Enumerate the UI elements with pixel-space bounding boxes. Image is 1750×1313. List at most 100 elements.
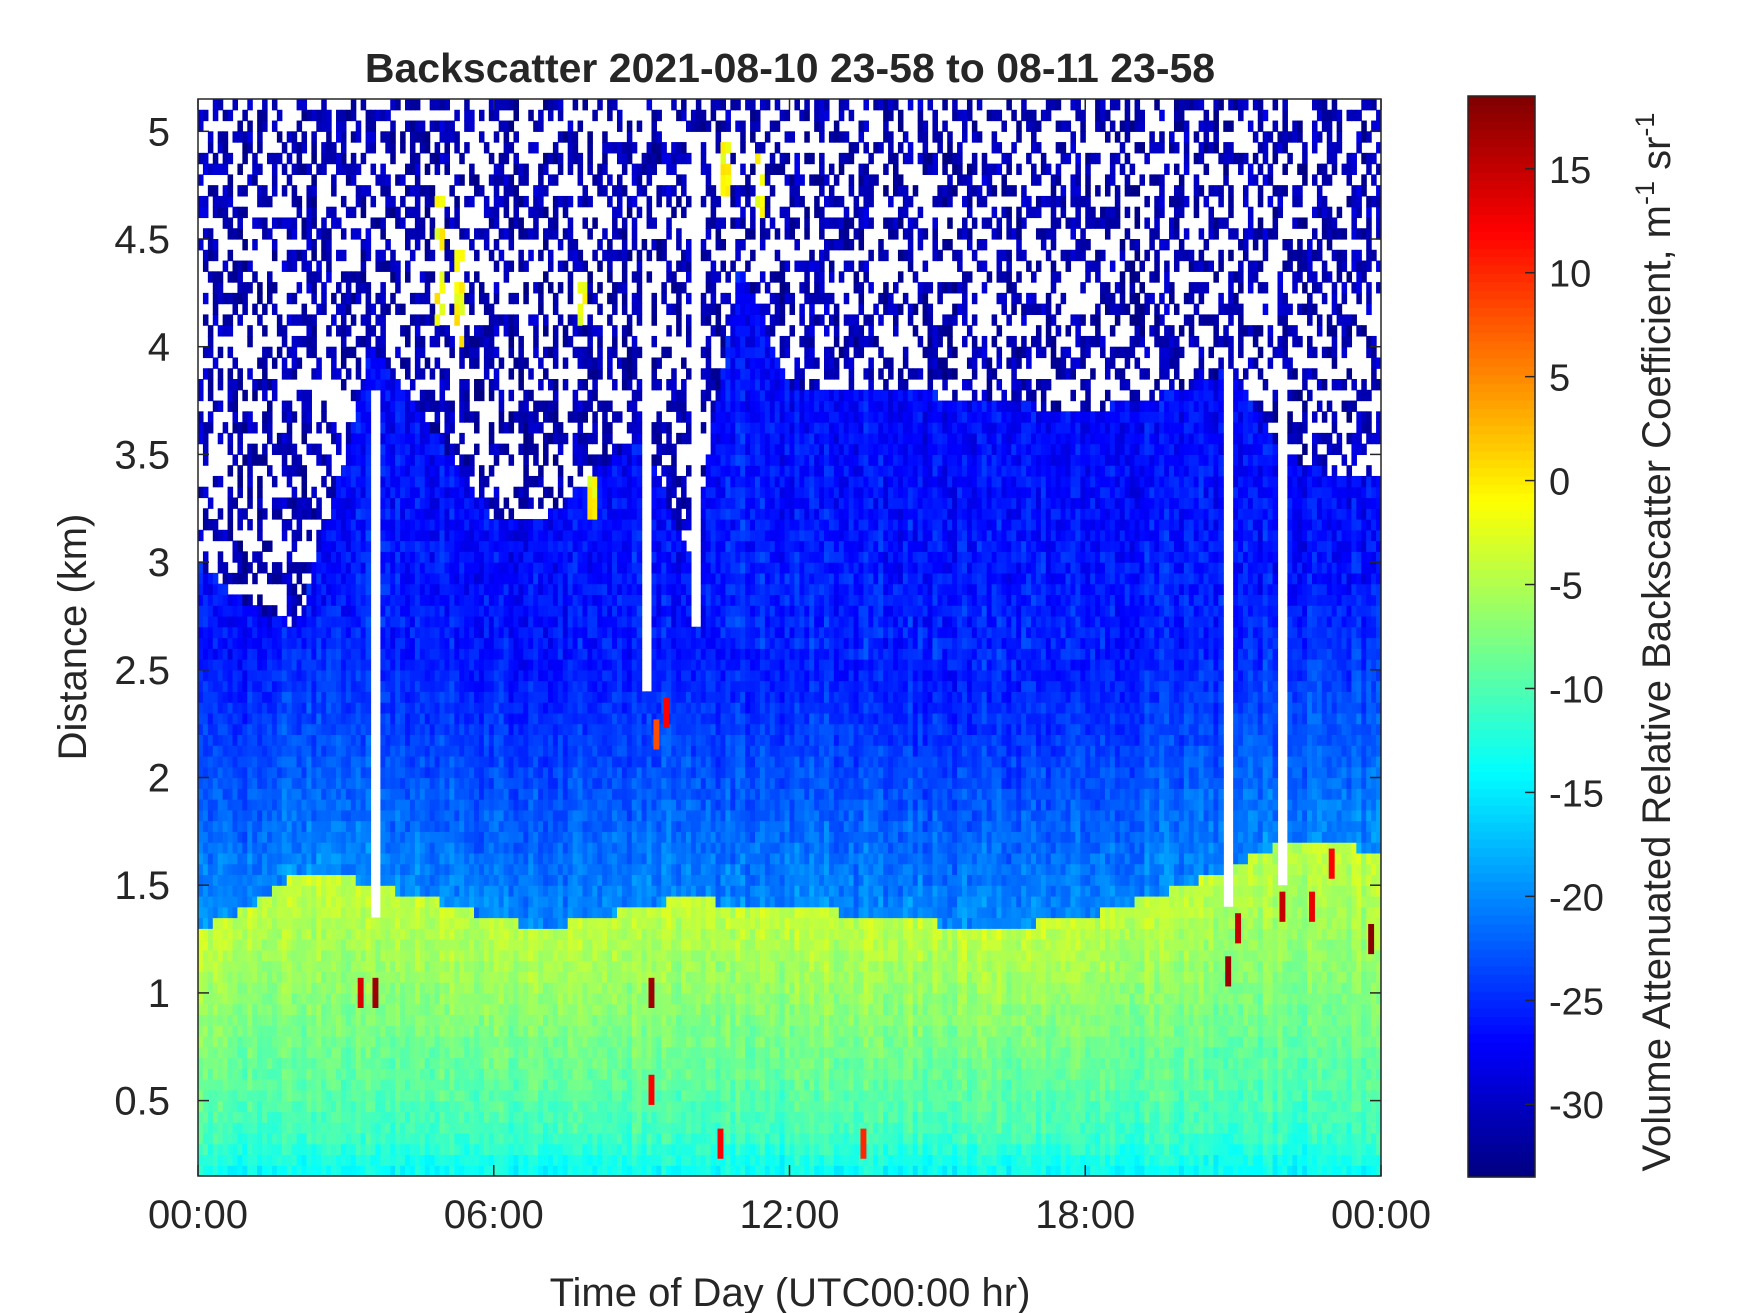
heatmap-cell <box>424 928 431 940</box>
heatmap-cell <box>306 1057 312 1069</box>
heatmap-cell <box>350 1079 357 1091</box>
heatmap-cell <box>444 788 450 800</box>
heatmap-cell <box>488 605 495 617</box>
heatmap-cell <box>321 906 327 919</box>
heatmap-cell <box>434 1046 441 1059</box>
heatmap-cell <box>257 454 263 466</box>
heatmap-cell <box>316 454 322 466</box>
heatmap-cell <box>360 1035 367 1048</box>
heatmap-cell <box>296 357 303 369</box>
heatmap-cell <box>237 982 243 994</box>
heatmap-cell <box>385 1122 391 1134</box>
heatmap-cell <box>316 917 322 929</box>
heatmap-cell <box>207 1035 214 1048</box>
heatmap-cell <box>493 1046 500 1059</box>
heatmap-cell <box>316 960 322 972</box>
heatmap-cell <box>508 992 515 1005</box>
heatmap-cell <box>311 1154 317 1166</box>
heatmap-cell <box>375 174 381 186</box>
heatmap-cell <box>459 152 465 165</box>
heatmap-cell <box>232 303 239 315</box>
heatmap-cell <box>454 648 460 660</box>
heatmap-cell <box>498 1057 505 1069</box>
heatmap-cell <box>464 325 470 337</box>
heatmap-cell <box>454 1035 460 1048</box>
heatmap-cell <box>390 1025 396 1037</box>
heatmap-cell <box>513 1143 519 1156</box>
heatmap-cell <box>419 228 426 240</box>
heatmap-cell <box>409 131 416 143</box>
heatmap-cell <box>296 1122 303 1134</box>
heatmap-cell <box>405 874 411 886</box>
heatmap-cell <box>326 809 332 822</box>
heatmap-cell <box>276 917 283 929</box>
heatmap-cell <box>429 626 436 639</box>
heatmap-cell <box>242 734 248 746</box>
heatmap-cell <box>291 863 298 876</box>
heatmap-cell <box>483 691 490 703</box>
heatmap-cell <box>405 1122 411 1134</box>
heatmap-cell <box>207 519 214 531</box>
heatmap-cell <box>296 702 303 714</box>
heatmap-cell <box>340 195 347 208</box>
heatmap-cell <box>503 626 510 639</box>
heatmap-cell <box>286 1057 293 1069</box>
heatmap-cell <box>237 648 243 660</box>
heatmap-cell <box>483 583 490 596</box>
heatmap-cell <box>449 217 455 229</box>
heatmap-cell <box>316 637 322 649</box>
heatmap-cell <box>385 540 391 552</box>
heatmap-cell <box>222 917 229 929</box>
heatmap-cell <box>365 454 372 466</box>
heatmap-cell <box>286 712 293 725</box>
heatmap-cell <box>321 1057 327 1069</box>
heatmap-cell <box>198 1046 204 1059</box>
heatmap-cell <box>212 992 219 1005</box>
heatmap-cell <box>385 820 391 832</box>
heatmap-cell <box>483 519 490 531</box>
heatmap-cell <box>311 799 317 811</box>
heatmap-cell <box>429 831 436 843</box>
heatmap-cell <box>296 1057 303 1069</box>
heatmap-cell <box>409 1068 416 1080</box>
heatmap-cell <box>459 928 465 940</box>
heatmap-cell <box>429 982 436 994</box>
heatmap-cell <box>493 712 500 725</box>
heatmap-cell <box>257 723 263 736</box>
heatmap-cell <box>336 1046 342 1059</box>
heatmap-cell <box>271 852 278 865</box>
heatmap-cell <box>262 680 268 692</box>
heatmap-cell <box>281 712 288 725</box>
heatmap-cell <box>306 239 312 251</box>
heatmap-cell <box>281 142 288 154</box>
heatmap-cell <box>242 131 248 143</box>
heatmap-cell <box>281 680 288 692</box>
heatmap-cell <box>493 206 500 219</box>
heatmap-cell <box>444 1132 450 1145</box>
heatmap-cell <box>326 540 332 552</box>
heatmap-cell <box>350 982 357 994</box>
heatmap-cell <box>424 1046 431 1059</box>
heatmap-cell <box>237 260 243 272</box>
heatmap-cell <box>301 766 308 779</box>
heatmap-cell <box>350 842 357 854</box>
heatmap-cell <box>488 562 495 574</box>
heatmap-cell <box>212 1154 219 1166</box>
heatmap-cell <box>464 594 470 606</box>
heatmap-cell <box>311 195 317 208</box>
heatmap-cell <box>409 648 416 660</box>
heatmap-cell <box>296 1132 303 1145</box>
heatmap-cell <box>232 809 239 822</box>
heatmap-cell <box>478 562 485 574</box>
heatmap-cell <box>257 120 263 132</box>
heatmap-cell <box>207 755 214 768</box>
heatmap-cell <box>365 529 372 542</box>
heatmap-cell <box>454 551 460 563</box>
heatmap-cell <box>474 583 480 596</box>
heatmap-cell <box>493 572 500 585</box>
heatmap-cell <box>286 831 293 843</box>
heatmap-cell <box>360 195 367 208</box>
heatmap-cell <box>306 766 312 779</box>
heatmap-cell <box>483 992 490 1005</box>
heatmap-cell <box>217 615 224 628</box>
